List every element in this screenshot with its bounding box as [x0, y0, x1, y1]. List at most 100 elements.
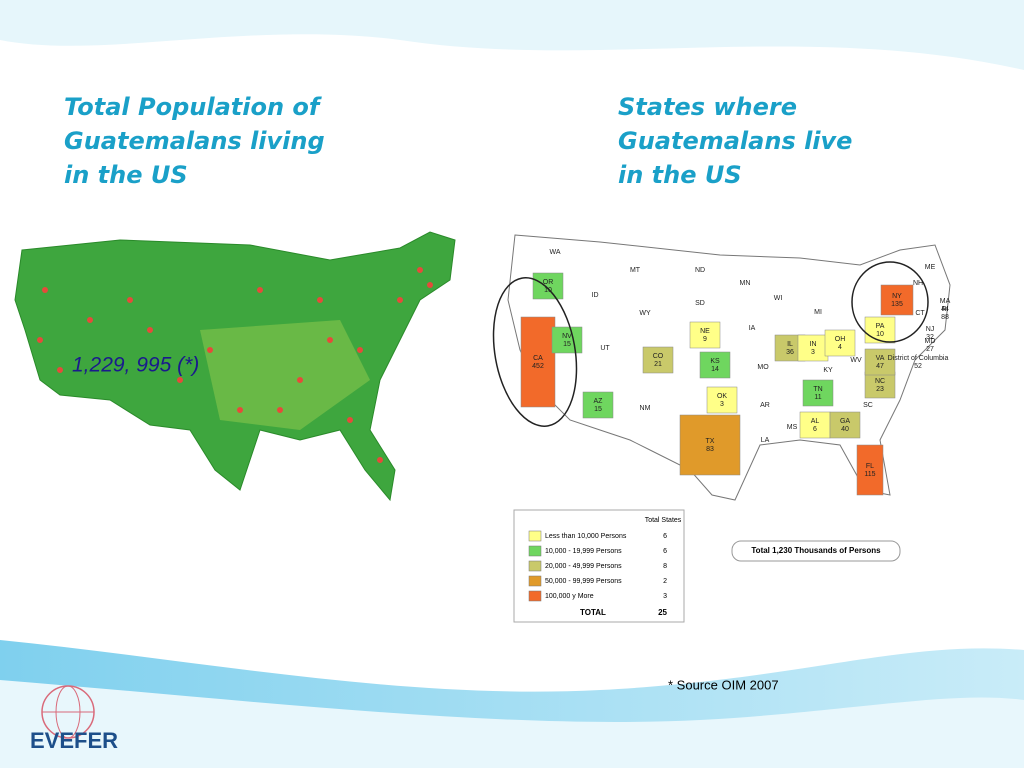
- state-code: OH: [835, 336, 846, 343]
- right-title-line: in the US: [618, 161, 742, 189]
- state-code: MD: [925, 338, 936, 345]
- state-code: CO: [653, 353, 664, 360]
- state-value: 21: [654, 361, 662, 368]
- state-value: 10: [876, 331, 884, 338]
- state-region: [856, 444, 884, 496]
- legend-label: 100,000 y More: [545, 593, 594, 600]
- state-value: 83: [706, 446, 714, 453]
- state-code: PA: [876, 323, 885, 330]
- state-code: District of Columbia: [888, 355, 949, 362]
- legend-header: Total States: [645, 517, 682, 524]
- city-dot: [297, 377, 303, 383]
- city-dot: [327, 337, 333, 343]
- state-value: 4: [838, 344, 842, 351]
- state-value: 135: [891, 301, 903, 308]
- state-code: NC: [875, 378, 885, 385]
- state-code: IL: [787, 341, 793, 348]
- left-title-line: Guatemalans living: [64, 127, 325, 155]
- state-value: 44: [941, 306, 949, 313]
- state-code: NV: [562, 333, 572, 340]
- state-region: [824, 329, 856, 357]
- state-value: 6: [813, 426, 817, 433]
- state-code: CA: [533, 355, 543, 362]
- city-dot: [87, 317, 93, 323]
- state-value: 15: [563, 341, 571, 348]
- state-region: [880, 284, 914, 316]
- state-code: KY: [823, 367, 833, 374]
- state-code: AL: [811, 418, 820, 425]
- state-region: [699, 351, 731, 379]
- city-dot: [397, 297, 403, 303]
- state-code: WA: [549, 249, 560, 256]
- legend-swatch: [528, 575, 542, 587]
- city-dot: [57, 367, 63, 373]
- state-code: KS: [710, 358, 720, 365]
- city-dot: [207, 347, 213, 353]
- legend-label: Less than 10,000 Persons: [545, 533, 627, 540]
- left-title-line: Total Population of: [64, 93, 322, 121]
- state-code: UT: [600, 345, 610, 352]
- state-value: 3: [720, 401, 724, 408]
- city-dot: [357, 347, 363, 353]
- state-code: ME: [925, 264, 936, 271]
- legend-swatch: [528, 545, 542, 557]
- state-code: WY: [639, 310, 651, 317]
- state-code: OK: [717, 393, 727, 400]
- state-region: [642, 346, 674, 374]
- state-code: MI: [814, 309, 822, 316]
- highlight-ellipse: [851, 261, 929, 343]
- state-code: IA: [749, 325, 756, 332]
- state-code: GA: [840, 418, 850, 425]
- state-value: 10: [544, 287, 552, 294]
- state-code: ND: [695, 267, 705, 274]
- state-code: MS: [787, 424, 798, 431]
- state-code: MO: [757, 364, 769, 371]
- state-value: 88: [941, 314, 949, 321]
- state-region: [532, 272, 564, 300]
- legend: Total States Less than 10,000 Persons 6 10…: [513, 509, 901, 623]
- state-code: IN: [810, 341, 817, 348]
- state-code: LA: [761, 437, 770, 444]
- bottom-wave-light: [0, 680, 1024, 768]
- state-region: [689, 321, 721, 349]
- legend-total-label: TOTAL: [580, 608, 606, 617]
- city-dot: [237, 407, 243, 413]
- state-code: SC: [863, 402, 873, 409]
- legend-label: 20,000 - 49,999 Persons: [545, 563, 622, 570]
- state-value: 32: [926, 334, 934, 341]
- state-code: WV: [850, 357, 862, 364]
- legend-swatch: [528, 590, 542, 602]
- state-code: NM: [640, 405, 651, 412]
- city-dot: [417, 267, 423, 273]
- logo: EVEFER: [30, 685, 118, 753]
- legend-count: 8: [663, 563, 667, 570]
- top-wave: [0, 0, 1024, 70]
- legend-count: 6: [663, 548, 667, 555]
- city-dot: [317, 297, 323, 303]
- state-code: ID: [592, 292, 599, 299]
- state-code: NJ: [926, 326, 935, 333]
- state-code: TN: [813, 386, 822, 393]
- state-value: 115: [864, 471, 875, 478]
- legend-swatch: [528, 560, 542, 572]
- legend-label: 50,000 - 99,999 Persons: [545, 578, 622, 585]
- state-region: [706, 386, 738, 414]
- state-region: [797, 334, 829, 362]
- state-region: [799, 411, 831, 439]
- legend-total: 25: [658, 608, 667, 617]
- source-note: * Source OIM 2007: [668, 677, 779, 692]
- left-title-line: in the US: [64, 161, 188, 189]
- state-region: [864, 316, 896, 344]
- state-code: NE: [700, 328, 710, 335]
- state-code: MT: [630, 267, 641, 274]
- city-dot: [257, 287, 263, 293]
- legend-box: [513, 509, 685, 623]
- state-code: TX: [706, 438, 715, 445]
- legend-swatch: [528, 530, 542, 542]
- legend-label: 10,000 - 19,999 Persons: [545, 548, 622, 555]
- state-value: 23: [876, 386, 884, 393]
- right-title-line: Guatemalans live: [618, 127, 852, 155]
- city-dot: [427, 282, 433, 288]
- state-code: AR: [760, 402, 770, 409]
- state-value: 11: [814, 394, 821, 401]
